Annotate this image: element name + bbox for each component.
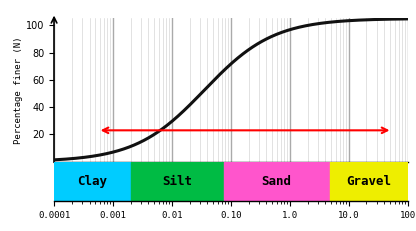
Bar <box>223 162 330 201</box>
Text: Gravel: Gravel <box>346 175 391 188</box>
Y-axis label: Percentage finer (N): Percentage finer (N) <box>14 36 23 144</box>
Text: Clay: Clay <box>77 175 107 188</box>
Bar <box>54 162 131 201</box>
Text: Silt: Silt <box>162 175 192 188</box>
Bar <box>131 162 223 201</box>
Text: Sand: Sand <box>262 175 292 188</box>
